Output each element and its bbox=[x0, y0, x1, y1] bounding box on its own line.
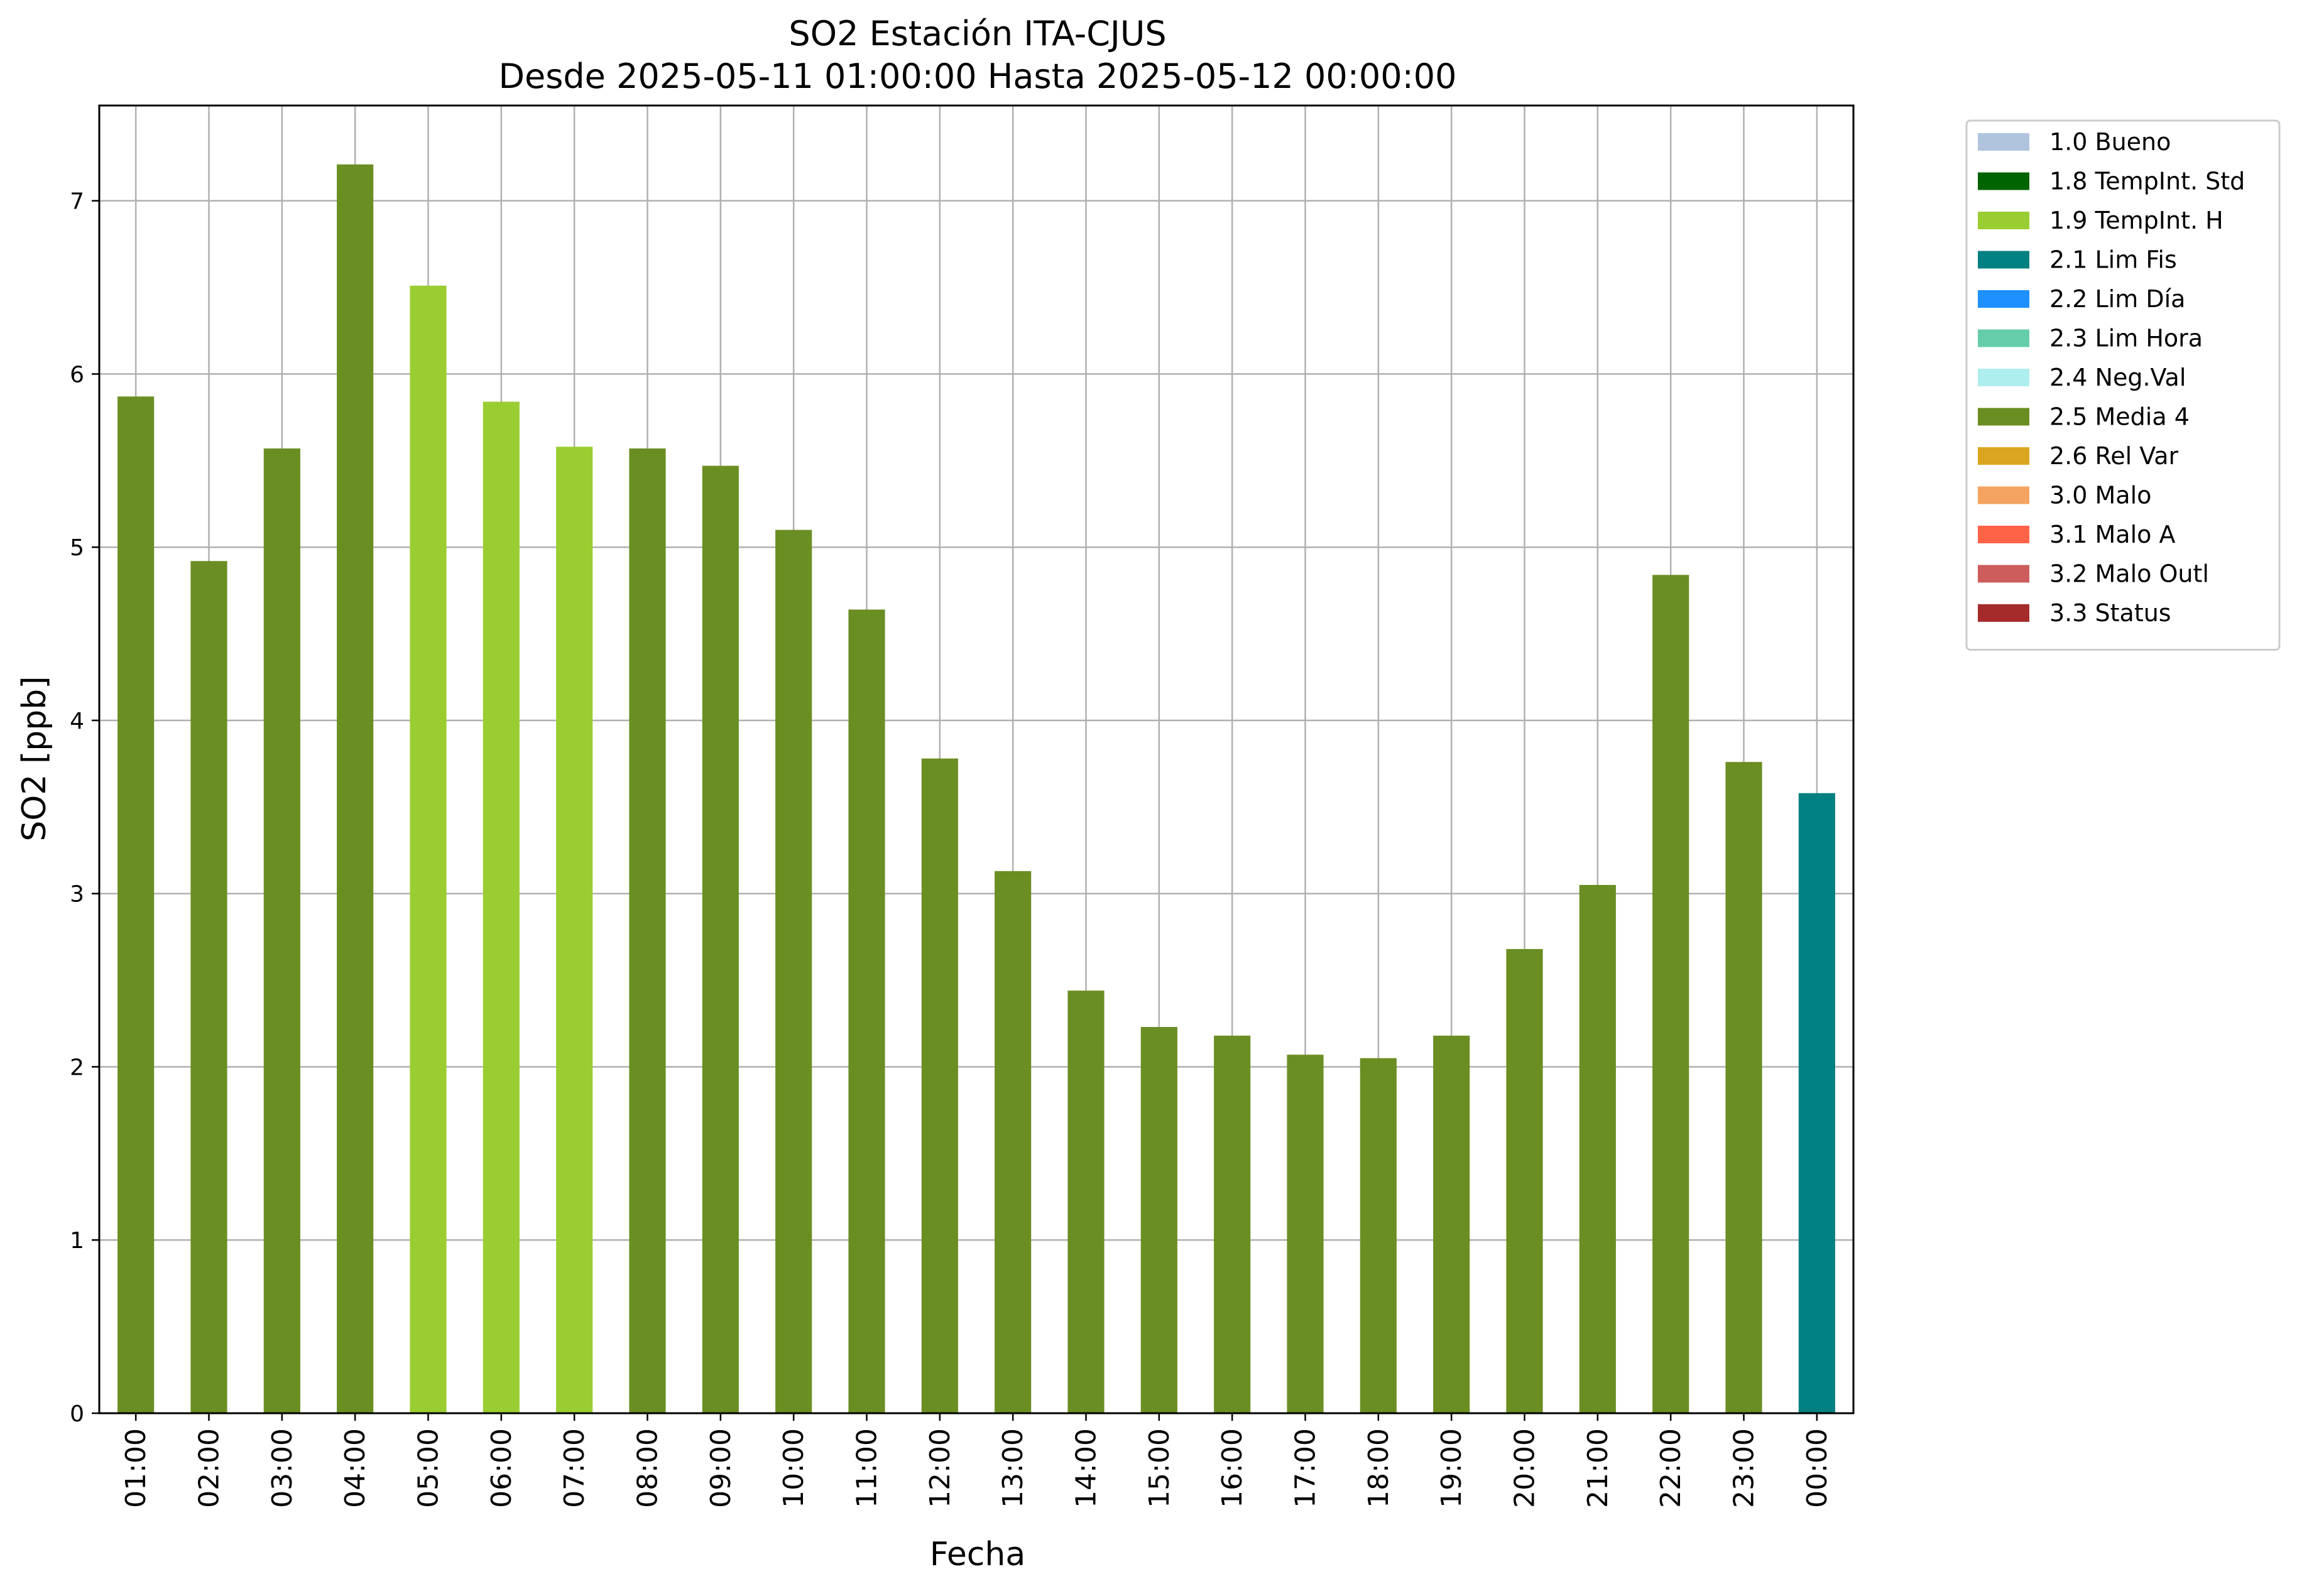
bar-1200 bbox=[921, 758, 958, 1413]
legend-swatch bbox=[1978, 408, 2029, 426]
legend-label: 1.8 TempInt. Std bbox=[2049, 168, 2245, 195]
x-tick-label: 07:00 bbox=[559, 1428, 591, 1508]
y-axis-ticks: 0 1 2 3 4 5 6 7 bbox=[70, 189, 99, 1427]
bar-2100 bbox=[1579, 884, 1616, 1413]
legend-label: 3.2 Malo Outl bbox=[2049, 560, 2209, 588]
y-tick-label: 7 bbox=[70, 189, 84, 215]
x-tick-label: 02:00 bbox=[194, 1428, 226, 1508]
y-tick-label: 5 bbox=[70, 535, 84, 561]
legend-label: 1.9 TempInt. H bbox=[2049, 207, 2223, 234]
bar-1300 bbox=[995, 871, 1032, 1413]
legend-swatch bbox=[1978, 369, 2029, 386]
x-tick-label: 05:00 bbox=[413, 1428, 445, 1508]
legend-label: 3.3 Status bbox=[2049, 599, 2171, 627]
legend-label: 2.6 Rel Var bbox=[2049, 442, 2179, 470]
plot-area bbox=[99, 106, 1853, 1413]
y-tick-label: 0 bbox=[70, 1401, 84, 1427]
bar-1800 bbox=[1360, 1058, 1397, 1413]
legend-swatch bbox=[1978, 486, 2029, 504]
bar-0900 bbox=[702, 465, 739, 1413]
x-tick-label: 00:00 bbox=[1801, 1428, 1833, 1508]
x-tick-label: 23:00 bbox=[1728, 1428, 1760, 1508]
plot-frame bbox=[98, 104, 1855, 1414]
bar-2000 bbox=[1506, 948, 1543, 1413]
y-tick-label: 6 bbox=[70, 362, 84, 388]
bar-0100 bbox=[117, 396, 155, 1413]
chart-title: SO2 Estación ITA-CJUS bbox=[788, 14, 1166, 53]
y-tick-label: 4 bbox=[70, 708, 84, 734]
x-tick-label: 19:00 bbox=[1436, 1428, 1468, 1508]
legend-swatch bbox=[1978, 133, 2029, 151]
legend-label: 2.2 Lim Día bbox=[2049, 285, 2185, 313]
x-tick-label: 04:00 bbox=[339, 1428, 371, 1508]
plot-background bbox=[99, 106, 1853, 1413]
legend-swatch bbox=[1978, 604, 2029, 622]
legend-swatch bbox=[1978, 565, 2029, 583]
legend-label: 2.3 Lim Hora bbox=[2049, 325, 2203, 352]
axes-frame bbox=[98, 104, 1855, 1414]
x-tick-label: 12:00 bbox=[924, 1428, 956, 1508]
legend-swatch bbox=[1978, 212, 2029, 229]
legend-swatch bbox=[1978, 329, 2029, 347]
bar-2200 bbox=[1652, 575, 1689, 1413]
legend: 1.0 Bueno 1.8 TempInt. Std 1.9 TempInt. H 2… bbox=[1965, 119, 2281, 651]
y-tick-label: 1 bbox=[70, 1228, 84, 1254]
bar-0300 bbox=[263, 448, 300, 1413]
x-tick-label: 08:00 bbox=[632, 1428, 664, 1508]
x-tick-label: 14:00 bbox=[1071, 1428, 1103, 1508]
legend-label: 1.0 Bueno bbox=[2049, 128, 2171, 156]
bar-0500 bbox=[410, 285, 447, 1414]
legend-swatch bbox=[1978, 526, 2029, 543]
legend-label: 3.0 Malo bbox=[2049, 482, 2151, 509]
x-tick-label: 21:00 bbox=[1582, 1428, 1614, 1508]
y-axis-label: SO2 [ppb] bbox=[16, 676, 53, 841]
x-tick-label: 13:00 bbox=[997, 1428, 1029, 1508]
bar-1600 bbox=[1214, 1035, 1251, 1413]
bar-0000 bbox=[1798, 793, 1835, 1413]
bar-0200 bbox=[190, 561, 227, 1414]
legend-box bbox=[1965, 119, 2281, 651]
bar-1000 bbox=[775, 529, 812, 1413]
bar-1100 bbox=[848, 609, 885, 1413]
x-tick-label: 18:00 bbox=[1363, 1428, 1395, 1508]
x-tick-label: 15:00 bbox=[1143, 1428, 1176, 1508]
chart-subtitle: Desde 2025-05-11 01:00:00 Hasta 2025-05-… bbox=[498, 57, 1456, 96]
x-tick-label: 17:00 bbox=[1290, 1428, 1322, 1508]
legend-swatch bbox=[1978, 447, 2029, 465]
x-tick-label: 03:00 bbox=[266, 1428, 298, 1508]
x-tick-label: 09:00 bbox=[705, 1428, 737, 1508]
x-tick-label: 20:00 bbox=[1509, 1428, 1541, 1508]
x-axis-ticks: 01:00 02:00 03:00 04:00 05:00 06:00 07:00 08:00… bbox=[120, 1413, 1833, 1508]
x-tick-label: 01:00 bbox=[120, 1428, 152, 1508]
y-tick-label: 3 bbox=[70, 882, 84, 908]
bar-1500 bbox=[1140, 1027, 1177, 1413]
bar-0800 bbox=[629, 448, 666, 1413]
bar-2300 bbox=[1725, 762, 1762, 1413]
x-tick-label: 06:00 bbox=[486, 1428, 518, 1508]
legend-swatch bbox=[1978, 290, 2029, 308]
bar-1400 bbox=[1067, 991, 1105, 1413]
legend-swatch bbox=[1978, 251, 2029, 269]
bar-0400 bbox=[337, 164, 374, 1414]
legend-swatch bbox=[1978, 172, 2029, 190]
x-tick-label: 11:00 bbox=[851, 1428, 883, 1508]
x-axis-label: Fecha bbox=[930, 1536, 1025, 1573]
x-tick-label: 10:00 bbox=[778, 1428, 810, 1508]
bar-0600 bbox=[483, 401, 520, 1414]
legend-label: 2.1 Lim Fis bbox=[2049, 246, 2177, 274]
bars-group bbox=[117, 164, 1835, 1414]
bar-0700 bbox=[556, 447, 593, 1414]
legend-label: 2.5 Media 4 bbox=[2049, 403, 2190, 431]
y-tick-label: 2 bbox=[70, 1055, 84, 1080]
bar-1900 bbox=[1433, 1035, 1470, 1413]
legend-label: 3.1 Malo A bbox=[2049, 521, 2175, 548]
x-tick-label: 16:00 bbox=[1216, 1428, 1248, 1508]
legend-label: 2.4 Neg.Val bbox=[2049, 364, 2186, 391]
bar-1700 bbox=[1287, 1055, 1324, 1413]
x-tick-label: 22:00 bbox=[1655, 1428, 1687, 1508]
